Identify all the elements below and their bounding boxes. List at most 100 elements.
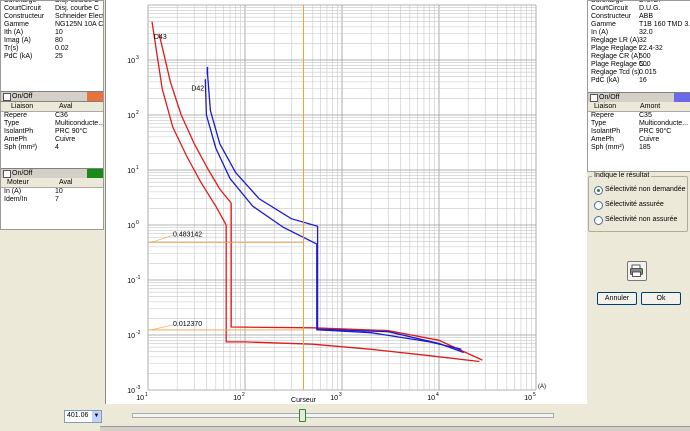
property-row[interactable]: Surcharge Disj. courbe C <box>1 0 103 5</box>
dropdown-arrow-icon[interactable]: ▼ <box>92 411 101 422</box>
left-onoff-label: On/Off <box>12 93 33 100</box>
property-row[interactable]: Plage Reglage L... 22.4-32 <box>588 45 690 53</box>
left-color-swatch-2[interactable] <box>87 169 103 178</box>
right-onoff-label: On/Off <box>599 94 620 101</box>
property-value: Schneider Electric <box>55 13 103 20</box>
property-value: C35 <box>639 112 652 119</box>
tripping-curves-svg[interactable]: 10 310 210 110 010 -110 -210 -310 1 10 2 10 3 10 4 10 5(… <box>106 0 587 404</box>
radio-label: Sélectivité non demandée <box>605 186 686 193</box>
left-color-swatch[interactable] <box>87 92 103 101</box>
property-value: D.U.G. <box>639 0 661 4</box>
cursor-value-box[interactable]: 401.06 ▼ <box>64 410 102 423</box>
property-value: 32.0 <box>639 29 653 36</box>
property-row[interactable]: AmePh Cuivre <box>1 136 103 144</box>
property-row[interactable]: Constructeur ABB <box>588 13 690 21</box>
print-button[interactable] <box>627 261 647 281</box>
property-row[interactable]: Gamme T1B 160 TMD 3... <box>588 21 690 29</box>
property-key: Imag (A) <box>4 37 31 44</box>
property-value: Disj. courbe C <box>55 0 99 4</box>
cursor-slider[interactable] <box>132 409 554 422</box>
property-key: In (A) <box>591 29 609 36</box>
x-tick-exponent: 1 <box>145 392 148 398</box>
property-row[interactable]: AmePh Cuivre <box>588 136 690 144</box>
property-key: Sph (mm²) <box>591 144 625 151</box>
left-liaison-title: Liaison <box>11 103 34 110</box>
property-key: AmePh <box>591 136 614 143</box>
marker-2-value: 0.012370 <box>173 321 202 328</box>
property-key: PdC (kA) <box>591 77 620 84</box>
right-liaison-title: Liaison <box>594 103 617 110</box>
left-liaison-header: Liaison Aval <box>1 102 103 112</box>
property-row[interactable]: Tr(s) 0.02 <box>1 45 103 53</box>
right-properties-panel: Surcharge D.U.G. CourtCircuit D.U.G. Constru… <box>587 0 690 172</box>
property-row[interactable]: Type Multiconducte... <box>588 120 690 128</box>
cursor-slider-thumb[interactable] <box>299 409 306 422</box>
property-row[interactable]: Repere C36 <box>1 112 103 120</box>
property-row[interactable]: Sph (mm²) 4 <box>1 144 103 152</box>
property-row[interactable]: Imag (A) 80 <box>1 37 103 45</box>
property-key: Type <box>4 120 20 127</box>
property-row[interactable]: Plage Reglage C... 500 <box>588 61 690 69</box>
cursor-value-text: 401.06 <box>67 412 89 419</box>
y-tick-exponent: -1 <box>136 275 141 281</box>
left-onoff-bar[interactable]: On/Off <box>1 91 103 102</box>
property-key: Constructeur <box>4 13 45 20</box>
radio-circle[interactable] <box>594 186 603 195</box>
radio-label: Sélectivité non assurée <box>605 216 678 223</box>
right-onoff-checkbox[interactable] <box>590 94 598 102</box>
x-tick-label: 10 <box>233 395 241 402</box>
y-tick-label: 10 <box>127 58 135 65</box>
y-tick-exponent: 1 <box>136 165 139 171</box>
property-row[interactable]: Reglage LR (A) 32 <box>588 37 690 45</box>
property-key: Repere <box>4 112 27 119</box>
property-row[interactable]: CourtCircuit D.U.G. <box>588 5 690 13</box>
property-row[interactable]: Constructeur Schneider Electric <box>1 13 103 21</box>
property-key: Type <box>591 120 607 127</box>
property-value: T1B 160 TMD 3... <box>639 21 690 28</box>
result-group-title: Indique le résultat <box>592 172 652 179</box>
left-moteur-header: Moteur Aval <box>1 178 103 188</box>
d43-curve-upper <box>151 21 227 226</box>
property-row[interactable]: IsolantPh PRC 90°C <box>588 128 690 136</box>
property-row[interactable]: Sph (mm²) 185 <box>588 144 690 152</box>
left-onoff-checkbox-2[interactable] <box>3 170 11 178</box>
property-value: D.U.G. <box>639 5 661 12</box>
property-row[interactable]: Reglage CR (A) 500 <box>588 53 690 61</box>
right-color-swatch[interactable] <box>674 93 690 102</box>
property-key: PdC (kA) <box>4 53 33 60</box>
property-row[interactable]: PdC (kA) 25 <box>1 53 103 61</box>
property-row[interactable]: IsolantPh PRC 90°C <box>1 128 103 136</box>
property-row[interactable]: In (A) 10 <box>1 188 103 196</box>
property-row[interactable]: In (A) 32.0 <box>588 29 690 37</box>
property-key: Sph (mm²) <box>4 144 38 151</box>
property-value: 500 <box>639 53 651 60</box>
marker-leader-1 <box>150 235 174 243</box>
property-row[interactable]: CourtCircuit Disj. courbe C <box>1 5 103 13</box>
property-row[interactable]: Reglage Tcd (s) 0.015 <box>588 69 690 77</box>
result-group: Indique le résultat Sélectivité non dema… <box>588 172 688 232</box>
x-tick-exponent: 4 <box>436 392 439 398</box>
right-cable-properties: Repere C35 Type Multiconducte... IsolantPh PR… <box>588 112 690 152</box>
y-tick-label: 10 <box>127 333 135 340</box>
x-tick-label: 10 <box>330 395 338 402</box>
property-key: CourtCircuit <box>591 5 628 12</box>
right-liaison-header: Liaison Amont <box>588 102 690 112</box>
radio-circle[interactable] <box>594 201 603 210</box>
property-key: Reglage Tcd (s) <box>591 69 640 76</box>
property-key: Reglage CR (A) <box>591 53 641 60</box>
property-row[interactable]: Repere C35 <box>588 112 690 120</box>
property-row[interactable]: Idem/In 7 <box>1 196 103 204</box>
left-onoff-checkbox[interactable] <box>3 93 11 101</box>
selectivity-chart[interactable]: 10 3 10 2 10 1 10 0 10 -1 10 -2 10 -3 10 1 10 2 10 3 10 4 10 5(… <box>105 0 587 404</box>
property-row[interactable]: Type Multiconducte... <box>1 120 103 128</box>
property-row[interactable]: Ith (A) 10 <box>1 29 103 37</box>
property-value: PRC 90°C <box>55 128 88 135</box>
property-value: ABB <box>639 13 654 20</box>
property-row[interactable]: Surcharge D.U.G. <box>588 0 690 5</box>
property-row[interactable]: PdC (kA) 16 <box>588 77 690 85</box>
radio-circle[interactable] <box>594 216 603 225</box>
cancel-button[interactable]: Annuler <box>597 292 637 305</box>
property-key: Gamme <box>591 21 616 28</box>
ok-button[interactable]: Ok <box>641 292 681 305</box>
property-row[interactable]: Gamme NG125N 10A Co... <box>1 21 103 29</box>
